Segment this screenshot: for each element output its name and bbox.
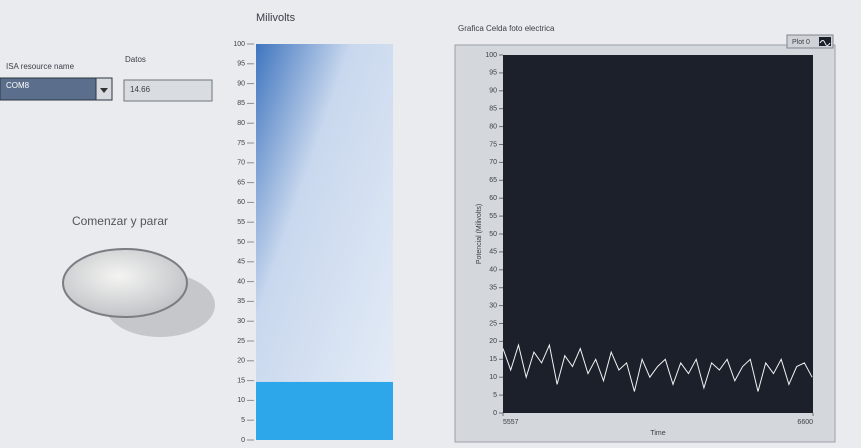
front-panel: ISA resource name COM8 Datos 14.66 Comen… [0,0,861,448]
y-tick-label: 45 [489,249,497,256]
y-tick-label: 10 [237,397,245,404]
button-label: Comenzar y parar [72,214,168,228]
y-tick-label: 30 [489,302,497,309]
y-tick-label: 85 [237,100,245,107]
y-tick-label: 70 [237,160,245,167]
visa-value: COM8 [6,81,30,90]
tank-title: Milivolts [256,12,296,24]
y-tick-label: 100 [233,41,245,48]
y-tick-label: 50 [489,231,497,238]
y-tick-label: 20 [489,338,497,345]
y-tick-label: 35 [237,298,245,305]
tank-fill [256,382,393,440]
y-tick-label: 45 [237,259,245,266]
page: { "panel": { "visa_label": "ISA resource… [0,0,861,448]
y-tick-label: 85 [489,106,497,113]
y-tick-label: 55 [237,219,245,226]
y-tick-label: 50 [237,239,245,246]
y-tick-label: 35 [489,285,497,292]
start-stop-button[interactable] [63,249,187,317]
y-tick-label: 20 [237,358,245,365]
y-tick-label: 10 [489,374,497,381]
y-tick-label: 60 [489,195,497,202]
y-tick-label: 65 [237,179,245,186]
x-tick-label: 6600 [797,419,813,426]
y-tick-label: 80 [489,123,497,130]
y-tick-label: 90 [237,80,245,87]
y-tick-label: 90 [489,88,497,95]
y-tick-label: 15 [237,377,245,384]
y-tick-label: 60 [237,199,245,206]
plot-area [503,55,813,413]
y-tick-label: 80 [237,120,245,127]
x-tick-label: 5557 [503,419,519,426]
y-tick-label: 65 [489,177,497,184]
tank-body [256,44,393,440]
y-tick-label: 0 [493,410,497,417]
y-tick-label: 40 [489,267,497,274]
y-tick-label: 25 [489,320,497,327]
y-tick-label: 5 [493,392,497,399]
y-tick-label: 40 [237,278,245,285]
y-tick-label: 100 [485,52,497,59]
x-axis-label: Time [650,430,665,437]
datos-label: Datos [125,55,146,64]
visa-label: ISA resource name [6,62,75,71]
y-tick-label: 70 [489,159,497,166]
y-tick-label: 75 [489,141,497,148]
y-tick-label: 75 [237,140,245,147]
y-tick-label: 25 [237,338,245,345]
legend-entry: Plot 0 [792,39,810,46]
y-tick-label: 5 [241,417,245,424]
y-tick-label: 30 [237,318,245,325]
y-tick-label: 95 [489,70,497,77]
y-tick-label: 0 [241,437,245,444]
y-tick-label: 55 [489,213,497,220]
y-tick-label: 15 [489,356,497,363]
graph-title: Grafica Celda foto electrica [458,24,555,33]
y-tick-label: 95 [237,61,245,68]
y-axis-label: Potencial (Milivolts) [476,204,483,264]
datos-value: 14.66 [130,85,151,94]
